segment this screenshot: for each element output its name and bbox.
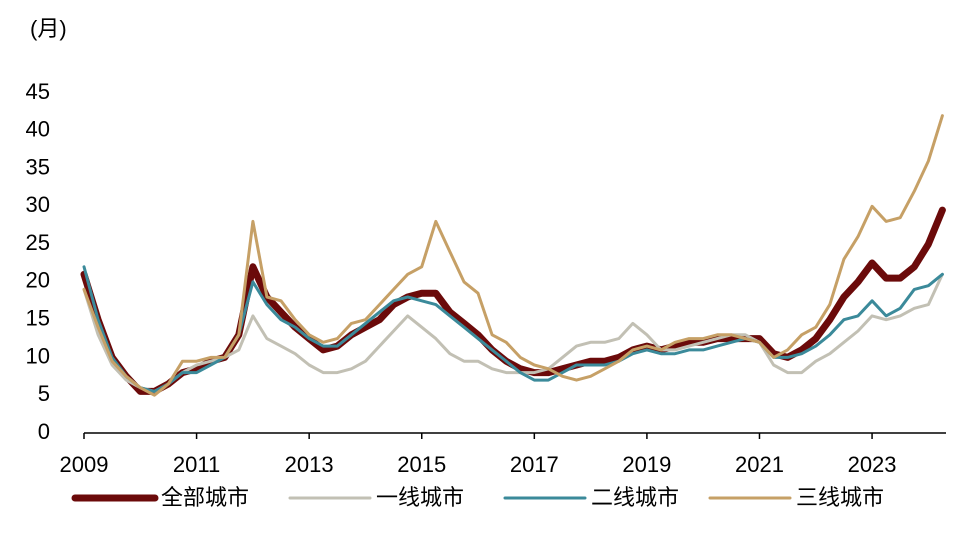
legend-label: 全部城市 (161, 485, 249, 510)
y-tick-label: 5 (38, 381, 50, 406)
x-tick-label: 2009 (60, 452, 109, 477)
x-tick-label: 2023 (848, 452, 897, 477)
x-tick-label: 2011 (173, 452, 220, 477)
y-axis-label: (月) (30, 16, 67, 41)
series-line (82, 272, 944, 393)
legend-label: 二线城市 (591, 485, 679, 510)
series-line (82, 114, 944, 397)
y-tick-label: 30 (26, 192, 50, 217)
x-tick-label: 2021 (735, 452, 784, 477)
x-tick-label: 2019 (622, 452, 671, 477)
y-tick-label: 45 (26, 79, 50, 104)
y-tick-label: 0 (38, 419, 50, 444)
x-tick-label: 2015 (397, 452, 446, 477)
y-tick-label: 35 (26, 154, 50, 179)
y-tick-label: 15 (26, 305, 50, 330)
x-tick-label: 2013 (285, 452, 334, 477)
legend-label: 三线城市 (796, 485, 884, 510)
y-tick-label: 25 (26, 230, 50, 255)
x-tick-label: 2017 (510, 452, 559, 477)
legend-label: 一线城市 (376, 485, 464, 510)
y-tick-label: 40 (26, 117, 50, 142)
y-tick-label: 20 (26, 268, 50, 293)
y-tick-label: 10 (26, 343, 50, 368)
